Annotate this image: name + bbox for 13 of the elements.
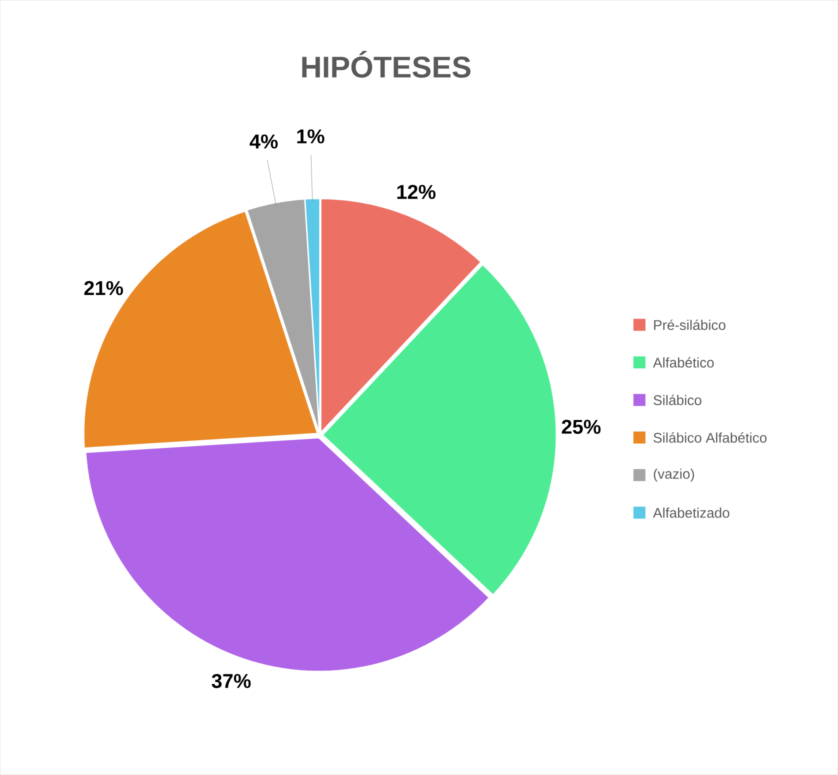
legend-label: Pré-silábico	[654, 320, 726, 330]
legend-label: Silábico	[654, 394, 702, 406]
data-label: 37%	[212, 674, 251, 688]
chart-title: HIPÓTESES	[302, 50, 470, 78]
data-label: 25%	[562, 420, 601, 434]
data-label: 1%	[297, 129, 324, 144]
legend-label: (vazio)	[654, 468, 694, 482]
legend-label: Alfabético	[653, 357, 714, 368]
legend-label: Silábico Alfabético	[654, 432, 767, 443]
legend-label: Alfabetizado	[653, 508, 730, 518]
data-label: 12%	[397, 184, 436, 200]
data-label: 21%	[84, 281, 124, 296]
data-label: 4%	[250, 134, 278, 149]
